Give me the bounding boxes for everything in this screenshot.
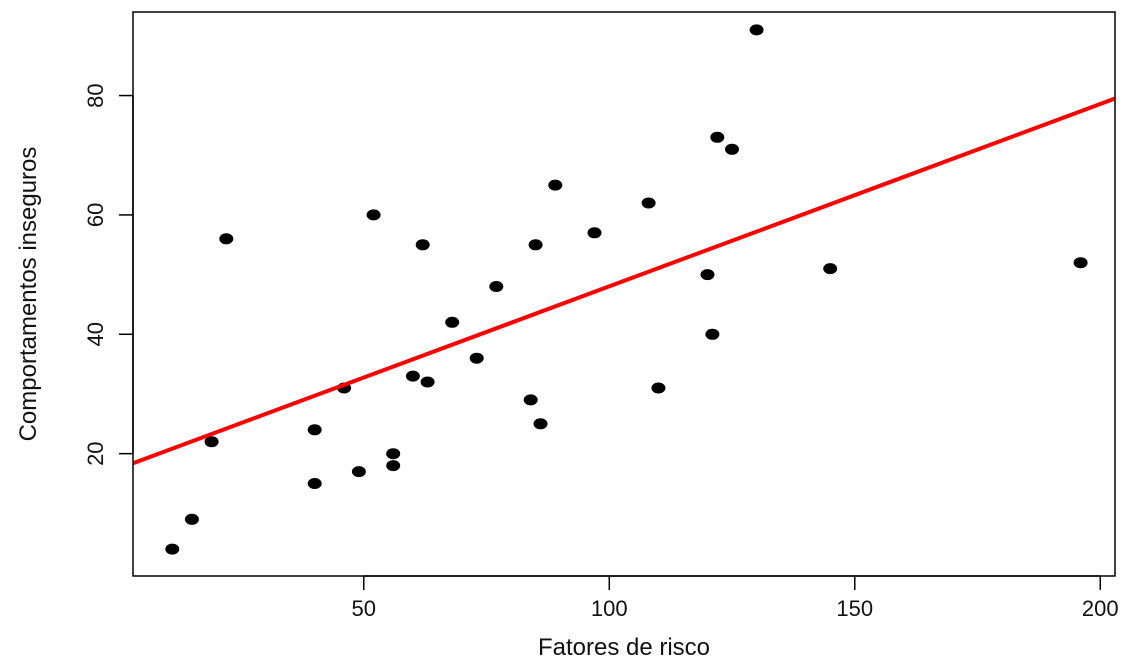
data-point-5 xyxy=(307,478,322,489)
data-point-30 xyxy=(1073,257,1088,269)
regression-line-layer xyxy=(132,96,1116,466)
data-point-26 xyxy=(710,131,725,143)
y-tick-label-1: 40 xyxy=(83,322,108,346)
y-tick-label-2: 60 xyxy=(83,203,108,227)
y-axis-label: Comportamentos inseguros xyxy=(15,147,42,442)
data-point-9 xyxy=(386,448,401,460)
data-point-22 xyxy=(641,197,656,209)
data-point-3 xyxy=(219,233,234,245)
data-point-10 xyxy=(386,460,401,472)
data-point-0 xyxy=(165,543,180,555)
x-tick-label-0: 50 xyxy=(352,596,376,621)
y-tick-label-0: 20 xyxy=(83,441,108,465)
data-point-15 xyxy=(469,352,484,364)
x-tick-label-1: 100 xyxy=(591,596,628,621)
data-point-20 xyxy=(548,179,563,191)
x-tick-label-3: 200 xyxy=(1082,596,1119,621)
data-point-23 xyxy=(651,382,666,394)
data-point-18 xyxy=(528,239,543,251)
data-point-17 xyxy=(523,394,538,406)
y-axis: 20 40 60 80 xyxy=(83,83,134,466)
data-point-8 xyxy=(366,209,381,221)
data-point-7 xyxy=(351,466,366,478)
data-point-16 xyxy=(489,281,504,292)
data-point-24 xyxy=(700,269,715,281)
data-point-13 xyxy=(420,376,435,388)
x-axis: 50 100 150 200 xyxy=(352,575,1119,621)
data-point-25 xyxy=(705,328,720,340)
data-point-28 xyxy=(749,24,764,36)
data-point-29 xyxy=(823,263,838,275)
data-points xyxy=(165,24,1088,555)
x-axis-label: Fatores de risco xyxy=(538,634,710,661)
x-tick-label-2: 150 xyxy=(836,596,873,621)
y-tick-label-3: 80 xyxy=(83,83,108,107)
data-point-12 xyxy=(415,239,430,251)
data-point-1 xyxy=(184,513,199,525)
data-point-11 xyxy=(405,370,420,382)
data-point-14 xyxy=(445,316,460,328)
data-point-21 xyxy=(587,227,602,239)
regression-line xyxy=(132,96,1116,466)
data-point-4 xyxy=(307,424,322,436)
data-point-19 xyxy=(533,418,548,430)
data-point-27 xyxy=(725,143,739,155)
data-point-2 xyxy=(204,436,219,448)
